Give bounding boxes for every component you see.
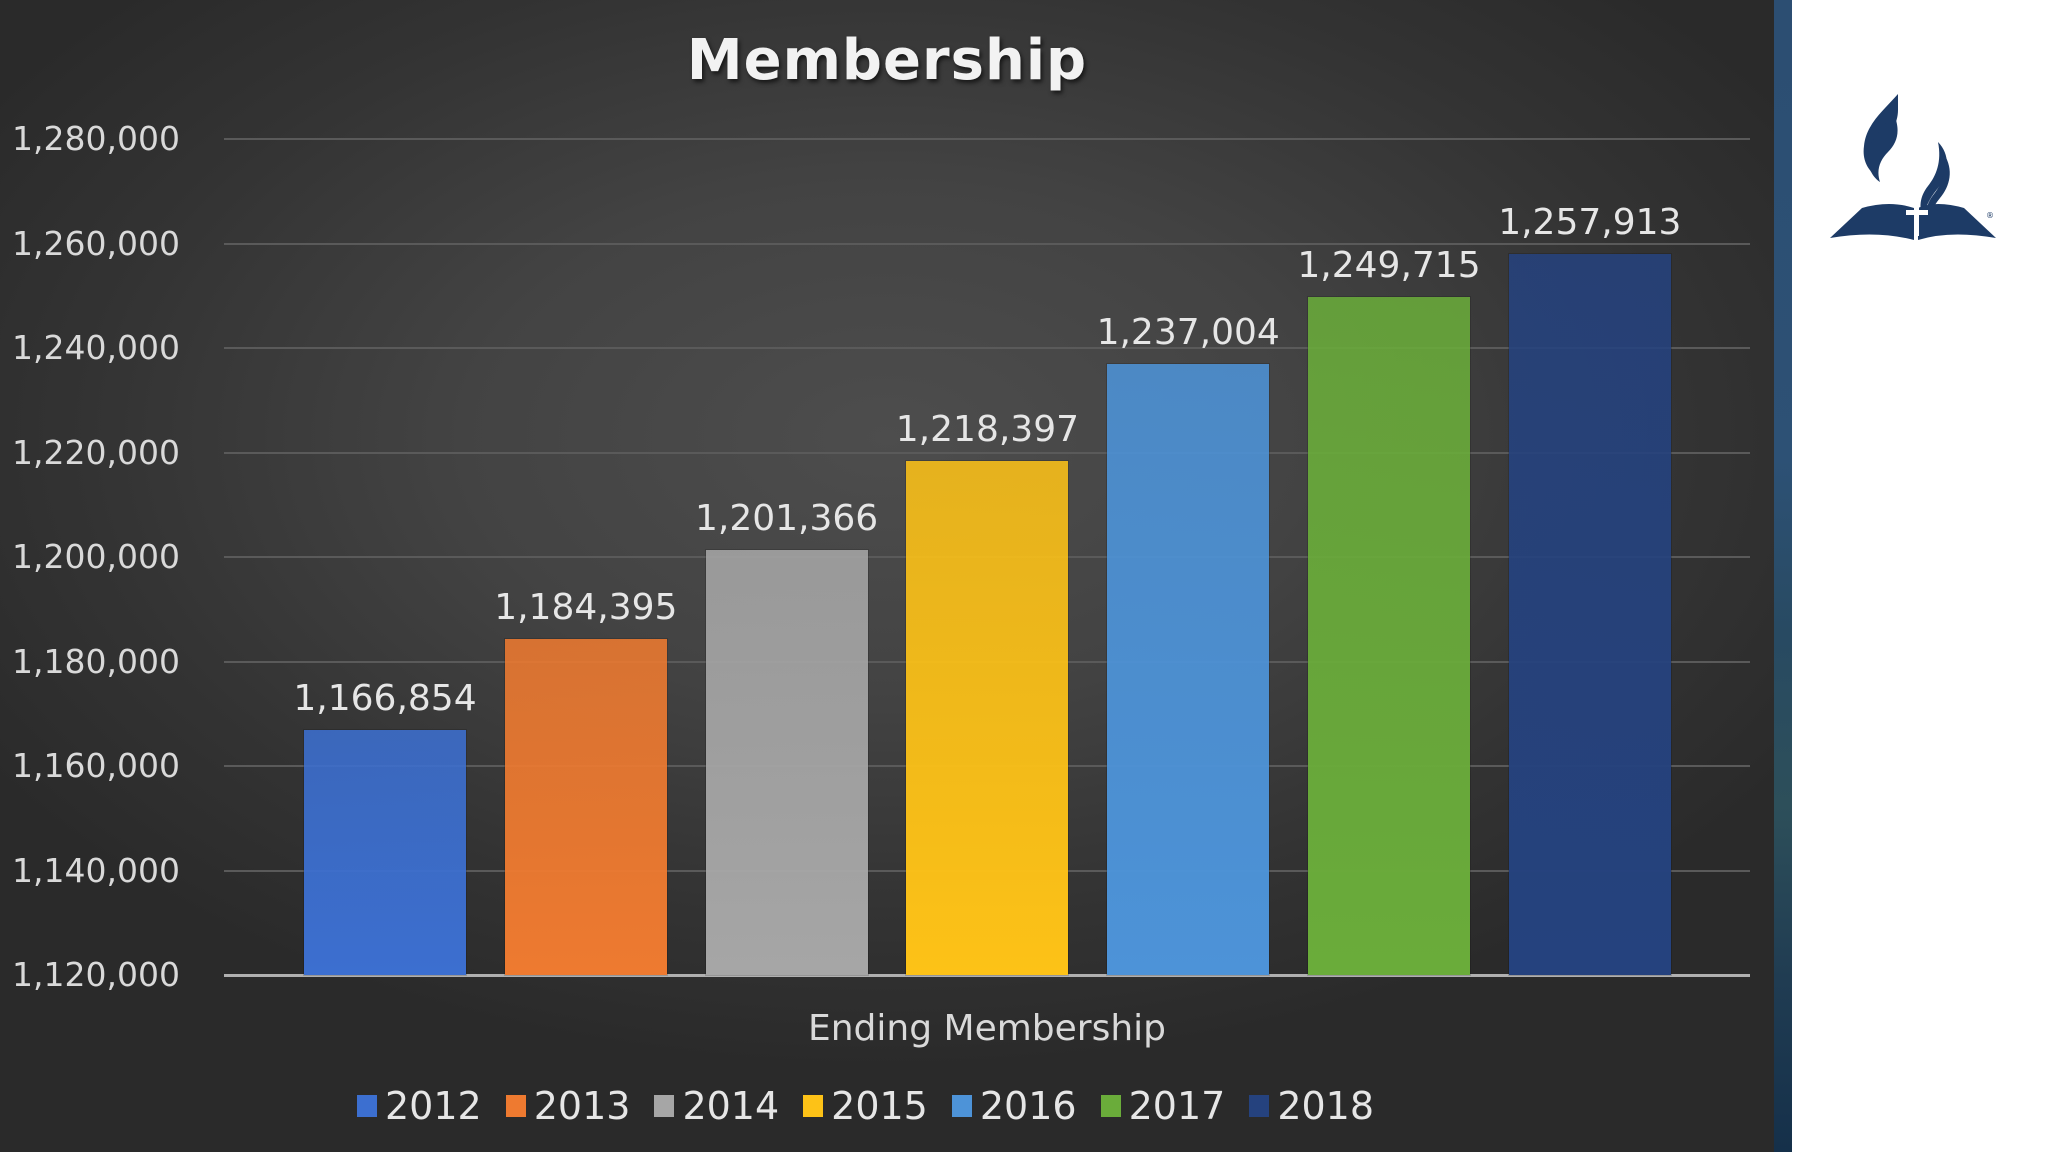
chart-title: Membership	[686, 28, 1088, 93]
legend-label: 2016	[979, 1084, 1077, 1128]
data-label: 1,257,913	[1498, 202, 1682, 244]
svg-text:®: ®	[1986, 211, 1994, 220]
legend-label: 2012	[385, 1084, 482, 1128]
y-tick-label: 1,180,000	[12, 641, 180, 681]
chart-panel	[0, 0, 1774, 1152]
y-tick-label: 1,140,000	[12, 850, 180, 890]
x-axis-label: Ending Membership	[807, 1008, 1167, 1049]
legend-swatch-icon	[1100, 1095, 1121, 1117]
legend-label: 2017	[1128, 1084, 1226, 1128]
gridline	[224, 451, 1750, 454]
legend-swatch-icon	[1249, 1095, 1270, 1117]
bar-2018[interactable]	[1508, 254, 1671, 975]
legend: 2012 2013 2014 2015 2016 2017 2018	[357, 1084, 1398, 1128]
legend-swatch-icon	[803, 1095, 824, 1117]
bar-2012[interactable]	[304, 730, 466, 975]
legend-item-2017[interactable]: 2017	[1100, 1084, 1226, 1128]
bar-2016[interactable]	[1107, 363, 1270, 975]
bar-2015[interactable]	[906, 460, 1069, 975]
y-tick-label: 1,220,000	[12, 432, 180, 472]
y-tick-label: 1,120,000	[12, 955, 180, 994]
legend-item-2014[interactable]: 2014	[654, 1084, 779, 1128]
church-flame-bible-logo-icon: ®	[1830, 94, 1996, 240]
y-tick-label: 1,260,000	[12, 223, 180, 263]
legend-swatch-icon	[357, 1095, 377, 1117]
data-label: 1,237,004	[1096, 311, 1280, 353]
legend-item-2018[interactable]: 2018	[1249, 1084, 1374, 1128]
gridline	[224, 138, 1750, 140]
legend-label: 2015	[831, 1084, 928, 1128]
bar-2013[interactable]	[504, 638, 667, 975]
y-tick-label: 1,200,000	[12, 537, 180, 576]
y-tick-label: 1,240,000	[12, 328, 180, 367]
legend-label: 2013	[533, 1084, 631, 1128]
x-axis-line	[224, 974, 1750, 977]
data-label: 1,201,366	[694, 497, 879, 539]
y-tick-label: 1,280,000	[12, 119, 180, 158]
legend-swatch-icon	[654, 1095, 675, 1117]
data-label: 1,218,397	[895, 408, 1079, 450]
data-label: 1,249,715	[1297, 245, 1481, 287]
legend-item-2016[interactable]: 2016	[951, 1084, 1077, 1128]
background-image-strip	[1774, 0, 1792, 1152]
legend-label: 2018	[1277, 1084, 1375, 1128]
y-tick-label: 1,160,000	[12, 746, 180, 785]
gridline	[224, 242, 1750, 245]
bar-2017[interactable]	[1308, 297, 1470, 975]
gridline	[224, 347, 1750, 349]
legend-label: 2014	[682, 1084, 780, 1128]
bar-2014[interactable]	[705, 549, 868, 975]
data-label: 1,184,395	[494, 586, 678, 628]
legend-item-2013[interactable]: 2013	[505, 1084, 631, 1128]
legend-item-2015[interactable]: 2015	[803, 1084, 928, 1128]
legend-item-2012[interactable]: 2012	[357, 1084, 482, 1128]
legend-swatch-icon	[951, 1095, 972, 1117]
data-label: 1,166,854	[293, 678, 477, 720]
legend-swatch-icon	[505, 1095, 526, 1117]
